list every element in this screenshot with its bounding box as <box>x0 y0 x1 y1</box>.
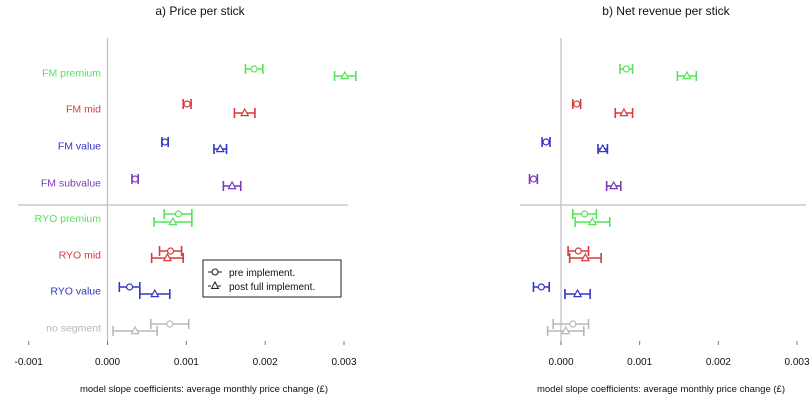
x-tick-label: 0.001 <box>174 357 199 368</box>
category-fm-value: FM value <box>58 137 228 154</box>
category-label: RYO value <box>50 286 101 298</box>
post-point-triangle <box>619 107 629 117</box>
pre-point-circle <box>574 247 582 255</box>
pre-point-circle <box>622 65 630 73</box>
category-label: RYO premium <box>35 213 102 225</box>
post-point-triangle <box>598 143 608 153</box>
pre-point-circle <box>131 175 139 183</box>
post-point-triangle <box>162 252 173 262</box>
pre-point-circle <box>166 247 175 255</box>
panel-title: a) Price per stick <box>155 4 245 18</box>
pre-point-circle <box>542 138 550 146</box>
post-point-triangle <box>130 325 140 335</box>
pre-point-circle <box>166 320 174 328</box>
x-tick-label: -0.001 <box>14 357 43 368</box>
category-fm-mid <box>571 99 634 118</box>
post-point-triangle <box>572 288 583 298</box>
category-fm-premium: FM premium <box>42 64 357 81</box>
category-fm-premium <box>619 64 698 81</box>
category-ryo-value <box>532 282 591 299</box>
post-point-triangle <box>340 70 350 80</box>
post-point-triangle <box>587 216 598 226</box>
x-tick-label: 0.002 <box>706 357 731 368</box>
category-label: RYO mid <box>59 250 102 262</box>
legend-marker-triangle <box>210 280 220 289</box>
category-label: FM subvalue <box>41 178 101 190</box>
post-point-triangle <box>168 216 178 226</box>
category-fm-subvalue <box>528 174 622 191</box>
category-no-segment: no segment <box>46 319 190 336</box>
pre-point-circle <box>569 320 577 328</box>
category-ryo-premium <box>571 209 611 227</box>
panel-b: b) Net revenue per stick 0.000 0.001 0.002 0… <box>520 4 810 395</box>
legend-box <box>202 259 342 298</box>
category-ryo-value: RYO value <box>50 282 171 299</box>
x-tick-label: 0.003 <box>784 357 809 368</box>
category-ryo-mid: RYO mid <box>59 246 184 263</box>
pre-point-circle <box>529 175 538 183</box>
x-axis-label: model slope coefficients: average monthl… <box>80 384 328 395</box>
legend-label-post: post full implement. <box>229 282 315 293</box>
x-axis-label: model slope coefficients: average monthl… <box>537 384 785 395</box>
category-fm-mid: FM mid <box>66 99 256 118</box>
pre-point-circle <box>161 138 169 146</box>
category-label: FM mid <box>66 104 101 116</box>
category-label: no segment <box>46 323 101 335</box>
category-ryo-mid <box>567 246 602 263</box>
legend-label-pre: pre implement. <box>229 268 295 279</box>
pre-point-circle <box>580 210 589 218</box>
x-tick-label: 0.002 <box>253 357 278 368</box>
post-point-triangle <box>561 325 571 335</box>
legend-marker-circle <box>211 268 219 276</box>
post-point-triangle <box>227 180 237 190</box>
pre-point-circle <box>537 283 545 291</box>
legend: pre implement. post full implement. <box>202 259 342 298</box>
x-tick-label: 0.000 <box>548 357 573 368</box>
panel-title: b) Net revenue per stick <box>602 4 730 18</box>
category-label: FM premium <box>42 68 101 80</box>
pre-point-circle <box>174 210 183 218</box>
category-fm-subvalue: FM subvalue <box>41 174 242 191</box>
panel-a: a) Price per stick -0.001 0.000 0.001 0.002 0… <box>14 4 356 395</box>
category-fm-value <box>541 137 609 154</box>
pre-point-circle <box>125 283 134 291</box>
category-label: FM value <box>58 141 101 153</box>
post-point-triangle <box>682 70 692 80</box>
post-point-triangle <box>609 180 619 190</box>
category-ryo-premium: RYO premium <box>35 209 193 227</box>
post-point-triangle <box>150 288 160 298</box>
post-point-triangle <box>215 143 225 153</box>
x-tick-label: 0.000 <box>95 357 120 368</box>
post-point-triangle <box>240 107 250 117</box>
pre-point-circle <box>183 100 191 108</box>
x-tick-label: 0.003 <box>331 357 356 368</box>
pre-point-circle <box>250 65 258 73</box>
category-no-segment <box>546 319 590 336</box>
pre-point-circle <box>573 100 581 108</box>
post-point-triangle <box>580 252 590 262</box>
x-tick-label: 0.001 <box>627 357 652 368</box>
